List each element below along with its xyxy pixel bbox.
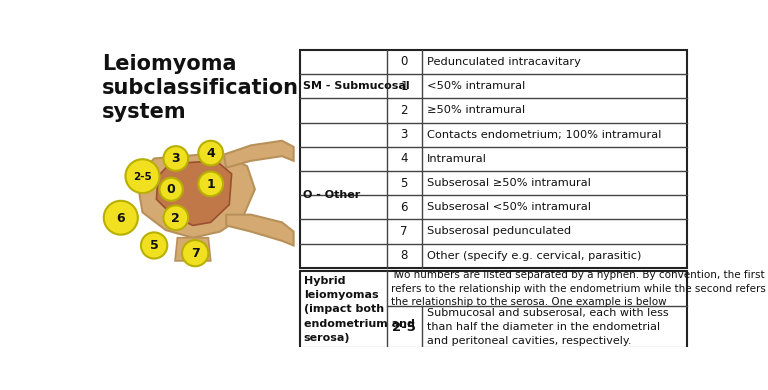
Text: Subserosal pedunculated: Subserosal pedunculated — [427, 227, 571, 236]
Text: 1: 1 — [400, 80, 408, 93]
Text: 6: 6 — [400, 201, 408, 214]
Circle shape — [160, 178, 183, 201]
Text: 1: 1 — [207, 178, 215, 191]
Text: Subserosal <50% intramural: Subserosal <50% intramural — [427, 202, 591, 212]
Text: <50% intramural: <50% intramural — [427, 81, 525, 91]
Text: Leiomyoma
subclassification
system: Leiomyoma subclassification system — [102, 55, 300, 122]
Text: Contacts endometrium; 100% intramural: Contacts endometrium; 100% intramural — [427, 129, 661, 140]
Text: Intramural: Intramural — [427, 154, 487, 164]
Text: 0: 0 — [167, 183, 176, 196]
Text: 2: 2 — [400, 104, 408, 117]
Text: 6: 6 — [117, 212, 125, 225]
Text: 8: 8 — [400, 249, 408, 262]
Text: Hybrid
leiomyomas
(impact both
endometrium and
serosa): Hybrid leiomyomas (impact both endometri… — [303, 276, 415, 343]
Polygon shape — [139, 153, 255, 238]
Text: Pedunculated intracavitary: Pedunculated intracavitary — [427, 57, 581, 67]
Polygon shape — [224, 141, 293, 168]
Text: 4: 4 — [207, 147, 215, 160]
Text: 2: 2 — [171, 212, 180, 225]
Text: 0: 0 — [400, 55, 408, 69]
Polygon shape — [175, 238, 210, 261]
Text: O - Other: O - Other — [303, 190, 360, 200]
Text: 2-5: 2-5 — [133, 172, 152, 182]
Text: Submucosal and subserosal, each with less
than half the diameter in the endometr: Submucosal and subserosal, each with les… — [427, 308, 669, 346]
Polygon shape — [157, 161, 232, 225]
Text: 2-5: 2-5 — [392, 321, 416, 333]
Circle shape — [164, 206, 188, 230]
Circle shape — [182, 240, 208, 266]
Text: 5: 5 — [150, 239, 158, 252]
Circle shape — [198, 141, 223, 165]
Text: Two numbers are listed separated by a hyphen. By convention, the first
refers to: Two numbers are listed separated by a hy… — [391, 270, 768, 307]
Circle shape — [198, 172, 223, 196]
Circle shape — [164, 146, 188, 171]
Text: 3: 3 — [171, 152, 180, 165]
Text: 7: 7 — [190, 247, 200, 260]
Text: ≥50% intramural: ≥50% intramural — [427, 105, 525, 115]
FancyBboxPatch shape — [300, 50, 687, 268]
FancyBboxPatch shape — [300, 271, 687, 348]
Text: 3: 3 — [400, 128, 408, 141]
Polygon shape — [227, 215, 293, 245]
Text: Subserosal ≥50% intramural: Subserosal ≥50% intramural — [427, 178, 591, 188]
Circle shape — [141, 232, 167, 259]
Text: Other (specify e.g. cervical, parasitic): Other (specify e.g. cervical, parasitic) — [427, 251, 641, 261]
Circle shape — [104, 201, 137, 235]
Text: 5: 5 — [400, 177, 408, 190]
Text: 4: 4 — [400, 152, 408, 165]
Text: 7: 7 — [400, 225, 408, 238]
Text: SM - Submucosal: SM - Submucosal — [303, 81, 409, 91]
Circle shape — [125, 159, 160, 193]
